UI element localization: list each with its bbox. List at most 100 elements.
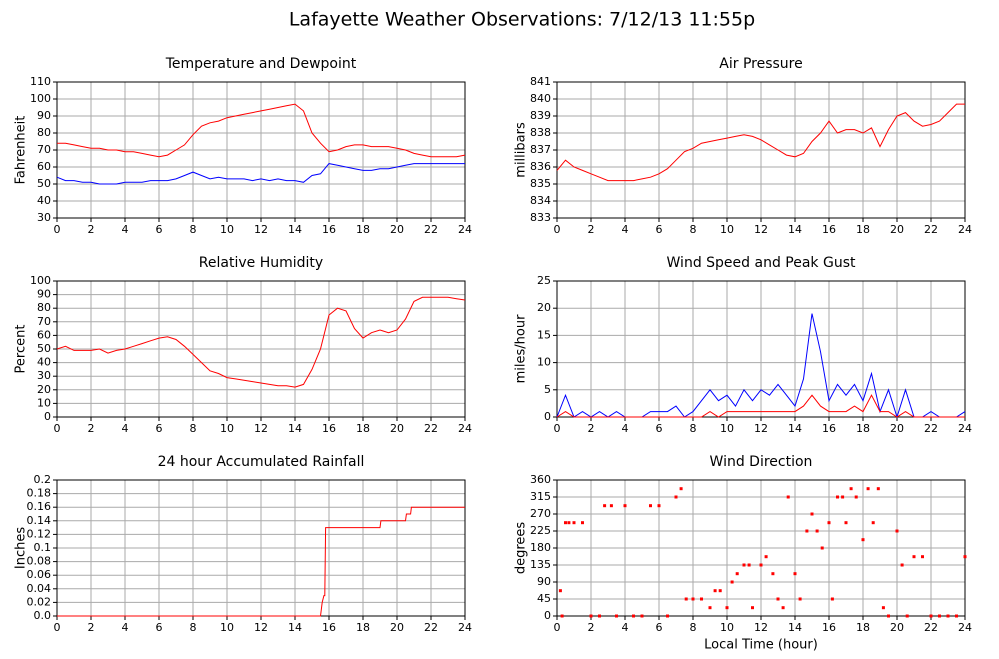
x-tick-label: 18: [356, 223, 370, 236]
x-tick-label: 8: [190, 621, 197, 634]
x-tick-label: 22: [924, 621, 938, 634]
data-point: [713, 589, 717, 593]
data-point: [781, 606, 785, 610]
plot-frame: [56, 81, 466, 219]
x-tick-label: 8: [690, 621, 697, 634]
data-point: [581, 521, 584, 525]
data-point: [900, 563, 904, 567]
y-tick-label: 180: [530, 541, 551, 554]
data-point: [771, 572, 775, 576]
data-point: [921, 555, 924, 559]
x-tick-label: 8: [190, 223, 197, 236]
data-point: [589, 614, 593, 618]
y-tick-label: 100: [30, 274, 51, 287]
plot-frame: [556, 280, 966, 418]
x-tick-label: 20: [890, 621, 904, 634]
data-point: [798, 597, 802, 601]
data-point: [615, 614, 618, 618]
x-tick-label: 20: [890, 223, 904, 236]
x-tick-label: 22: [924, 422, 938, 435]
y-tick-label: 50: [37, 177, 51, 190]
data-point: [786, 495, 790, 499]
data-point: [730, 580, 734, 584]
x-tick-label: 8: [190, 422, 197, 435]
y-axis-label: miles/hour: [514, 314, 529, 383]
data-point: [871, 521, 875, 525]
data-point: [946, 614, 950, 618]
data-point: [805, 529, 809, 533]
data-point: [836, 495, 839, 499]
panel-title: Relative Humidity: [199, 255, 323, 271]
data-point: [820, 546, 824, 550]
y-tick-label: 835: [530, 177, 551, 190]
x-tick-label: 10: [220, 621, 234, 634]
data-point: [751, 606, 754, 610]
x-tick-label: 20: [390, 621, 404, 634]
x-tick-label: 18: [356, 422, 370, 435]
y-axis-label: millibars: [514, 122, 529, 178]
y-tick-label: 40: [37, 356, 51, 369]
x-tick-label: 10: [220, 422, 234, 435]
data-point: [963, 555, 967, 559]
panel-title: Temperature and Dewpoint: [165, 56, 357, 72]
x-tick-label: 2: [88, 422, 95, 435]
data-point: [572, 521, 576, 525]
y-tick-label: 360: [530, 473, 551, 486]
x-tick-label: 2: [588, 422, 595, 435]
y-tick-label: 80: [37, 301, 51, 314]
y-tick-label: 5: [544, 383, 551, 396]
data-point: [929, 614, 933, 618]
data-point: [691, 597, 695, 601]
x-tick-label: 8: [690, 223, 697, 236]
data-point: [684, 597, 688, 601]
y-tick-label: 50: [37, 342, 51, 355]
data-point: [567, 521, 571, 525]
x-tick-label: 2: [88, 621, 95, 634]
x-tick-label: 6: [656, 422, 663, 435]
y-tick-label: 834: [530, 194, 551, 207]
data-point: [876, 487, 880, 491]
data-point: [866, 487, 870, 491]
y-tick-label: 0.02: [27, 595, 52, 608]
data-point: [849, 487, 853, 491]
data-point: [558, 589, 562, 593]
x-tick-label: 16: [322, 422, 336, 435]
y-tick-label: 0.16: [27, 500, 52, 513]
x-tick-label: 6: [656, 223, 663, 236]
x-tick-label: 4: [622, 621, 629, 634]
data-point: [905, 614, 909, 618]
data-point: [810, 512, 814, 516]
data-line: [556, 103, 965, 182]
x-tick-label: 24: [958, 223, 972, 236]
data-point: [955, 614, 958, 618]
x-tick-label: 14: [288, 422, 302, 435]
x-tick-label: 18: [856, 422, 870, 435]
y-tick-label: 838: [530, 126, 551, 139]
y-tick-label: 30: [37, 369, 51, 382]
y-axis-label: Percent: [14, 325, 29, 374]
data-point: [564, 521, 567, 525]
panel-title: 24 hour Accumulated Rainfall: [158, 454, 365, 470]
x-tick-label: 14: [288, 223, 302, 236]
data-line: [556, 394, 965, 418]
x-tick-label: 18: [856, 621, 870, 634]
y-tick-label: 70: [37, 143, 51, 156]
data-point: [657, 504, 661, 508]
data-point: [679, 487, 683, 491]
data-line: [57, 103, 466, 158]
x-tick-label: 14: [288, 621, 302, 634]
data-point: [861, 538, 865, 542]
y-axis-label: Fahrenheit: [14, 116, 29, 185]
y-tick-label: 20: [537, 301, 551, 314]
y-tick-label: 0: [44, 410, 51, 423]
x-tick-label: 6: [656, 621, 663, 634]
data-point: [640, 614, 644, 618]
data-point: [815, 529, 819, 533]
y-tick-label: 0.14: [27, 514, 52, 527]
y-tick-label: 90: [37, 109, 51, 122]
y-tick-label: 840: [530, 92, 551, 105]
x-tick-label: 22: [424, 422, 438, 435]
data-point: [827, 521, 831, 525]
data-point: [830, 597, 834, 601]
